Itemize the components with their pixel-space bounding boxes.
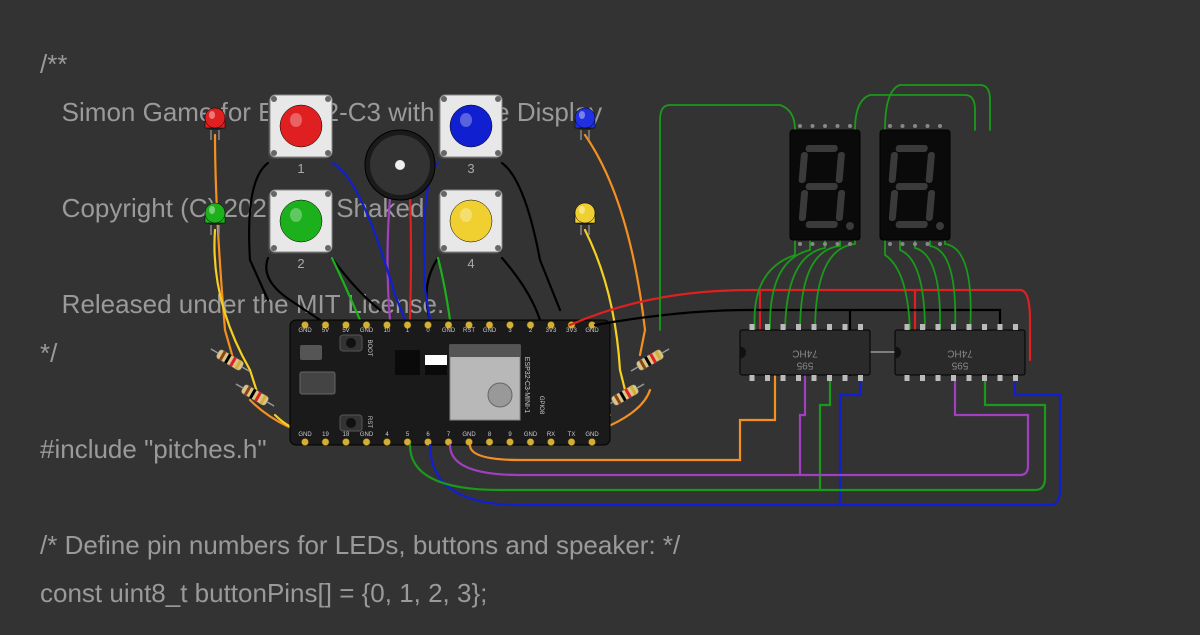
pin-label: 3V3 bbox=[566, 328, 577, 334]
svg-text:74HC: 74HC bbox=[792, 348, 818, 359]
svg-text:595: 595 bbox=[951, 360, 968, 371]
board-module-label: ESP32-C3-MINI-1 bbox=[523, 357, 530, 414]
buzzer bbox=[365, 130, 435, 200]
svg-text:74HC: 74HC bbox=[947, 348, 973, 359]
pin-label: GND bbox=[360, 432, 374, 438]
pin-label: GND bbox=[483, 328, 497, 334]
pin-label: 5V bbox=[322, 328, 329, 334]
button-label: 2 bbox=[297, 256, 304, 271]
boot-label: BOOT bbox=[366, 339, 372, 356]
pin-label: TX bbox=[568, 432, 576, 438]
button-red[interactable]: 1 bbox=[268, 95, 332, 176]
gpio8-label: GPIO8 bbox=[538, 396, 544, 415]
pin-label: GND bbox=[462, 432, 476, 438]
pin-label: GND bbox=[442, 328, 456, 334]
rst-label: RST bbox=[366, 416, 372, 428]
button-green[interactable]: 2 bbox=[268, 190, 332, 271]
pin-label: 5V bbox=[342, 328, 349, 334]
shift-register-74hc595: 74HC595 bbox=[895, 324, 1025, 381]
pin-label: 18 bbox=[343, 432, 350, 438]
button-yellow[interactable]: 4 bbox=[438, 190, 502, 271]
seven-segment-display bbox=[880, 124, 950, 246]
button-label: 4 bbox=[467, 256, 474, 271]
pin-label: GND bbox=[585, 328, 599, 334]
seven-segment-display bbox=[790, 124, 860, 246]
pin-label: GND bbox=[524, 432, 538, 438]
resistor bbox=[628, 345, 671, 376]
svg-text:595: 595 bbox=[796, 360, 813, 371]
button-label: 1 bbox=[297, 161, 304, 176]
pin-label: 19 bbox=[322, 432, 329, 438]
pin-label: GND bbox=[360, 328, 374, 334]
pin-label: GND bbox=[585, 432, 599, 438]
circuit-diagram: 1234 GND5V5VGND1010GNDRSTGND323V33V3GND … bbox=[0, 0, 1200, 630]
pin-label: 3V3 bbox=[546, 328, 557, 334]
pin-label: RX bbox=[547, 432, 555, 438]
shift-register-74hc595: 74HC595 bbox=[740, 324, 870, 381]
pin-label: 10 bbox=[384, 328, 391, 334]
pin-label: GND bbox=[298, 328, 312, 334]
button-label: 3 bbox=[467, 161, 474, 176]
esp32-board: GND5V5VGND1010GNDRSTGND323V33V3GND GND19… bbox=[290, 320, 610, 446]
button-blue[interactable]: 3 bbox=[438, 95, 502, 176]
pin-label: GND bbox=[298, 432, 312, 438]
pin-label: RST bbox=[463, 328, 475, 334]
